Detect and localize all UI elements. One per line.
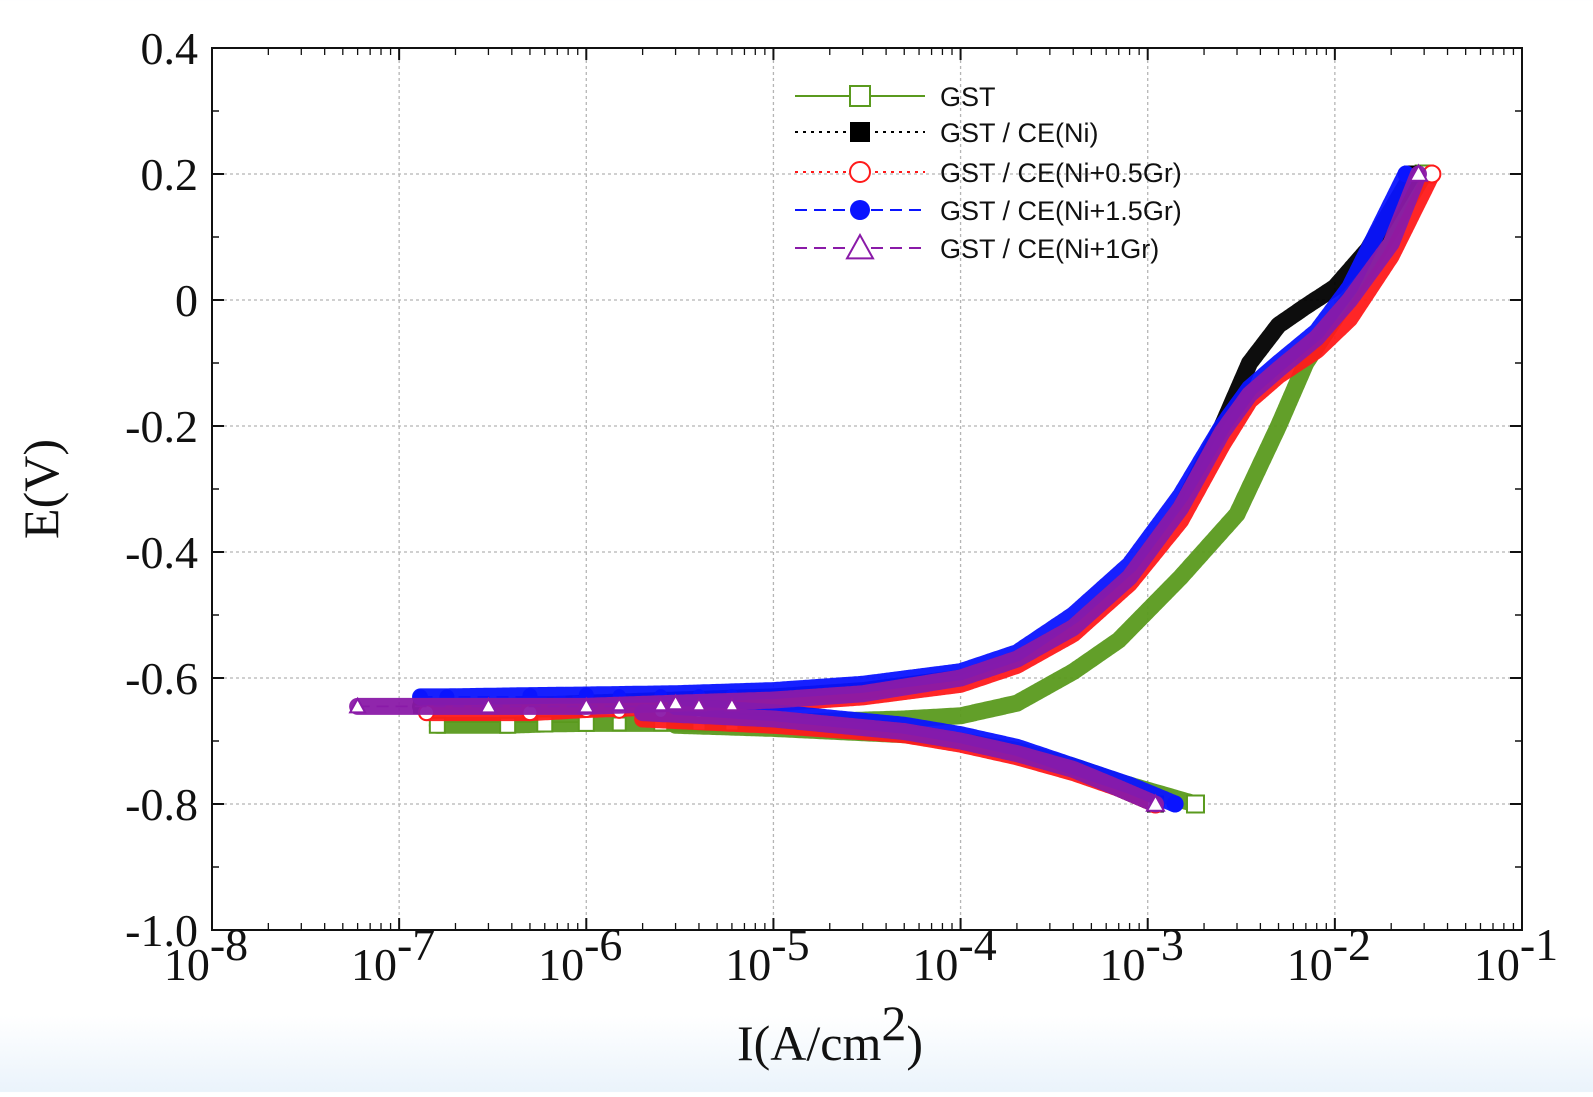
series-band: [349, 165, 1427, 715]
y-tick-label: -0.4: [125, 527, 198, 578]
data-point: [577, 696, 596, 714]
data-point: [348, 696, 367, 714]
data-point: [1408, 163, 1429, 182]
data-point: [723, 696, 741, 712]
data-point: [1166, 795, 1184, 813]
y-tick-label: -0.6: [125, 653, 198, 704]
x-tick-label: 10-1: [1474, 919, 1558, 990]
legend-label: GST / CE(Ni): [940, 118, 1099, 148]
legend-entry: GST / CE(Ni+0.5Gr): [795, 158, 1182, 188]
x-axis-label-sup: 2: [881, 995, 906, 1051]
legend: GST GST / CE(Ni) GST / CE(Ni+0.5Gr) GST / C…: [795, 82, 1182, 264]
legend-entry: GST / CE(Ni+1Gr): [795, 232, 1159, 264]
tick-layer: 0.4 0.2 0 -0.2 -0.4 -0.6 -0.8 -1.010-8 10-7 10-6 1…: [125, 23, 1558, 990]
series-layer: [348, 163, 1442, 814]
x-tick-label: 10-4: [912, 919, 996, 990]
y-tick-label: 0.2: [141, 149, 199, 200]
data-point: [845, 232, 875, 260]
legend-entry: GST: [795, 82, 996, 112]
data-point: [690, 696, 708, 712]
x-tick-label: 10-5: [725, 919, 809, 990]
x-axis-label: I(A/cm2): [737, 995, 923, 1071]
legend-entry: GST / CE(Ni+1.5Gr): [795, 196, 1182, 226]
data-point: [611, 716, 627, 732]
label-layer: E(V) I(A/cm2): [13, 439, 923, 1071]
data-point: [666, 693, 685, 711]
y-axis-label: E(V): [13, 439, 69, 539]
x-tick-label: 10-2: [1287, 919, 1371, 990]
data-point: [850, 122, 870, 142]
x-axis-label-main: I(A/cm: [737, 1015, 881, 1071]
y-tick-label: 0: [175, 275, 198, 326]
data-point: [849, 161, 871, 183]
series-band: [412, 165, 1415, 706]
y-tick-label: 0.4: [141, 23, 199, 74]
data-point: [850, 200, 870, 220]
data-point: [611, 696, 628, 712]
series-band: [428, 165, 1433, 734]
data-point: [479, 696, 498, 714]
x-axis-label-close: ): [906, 1015, 923, 1071]
series-band: [634, 704, 1164, 813]
x-tick-label: 10-3: [1100, 919, 1184, 990]
data-point: [652, 696, 669, 712]
series-band: [418, 165, 1441, 722]
legend-label: GST / CE(Ni+1Gr): [940, 234, 1159, 264]
legend-label: GST / CE(Ni+1.5Gr): [940, 196, 1182, 226]
legend-entry: GST / CE(Ni): [795, 118, 1099, 148]
legend-label: GST / CE(Ni+0.5Gr): [940, 158, 1182, 188]
y-tick-label: -0.2: [125, 401, 198, 452]
y-tick-label: -1.0: [125, 905, 198, 956]
x-tick-label: 10-7: [351, 919, 435, 990]
data-point: [1145, 793, 1166, 812]
legend-label: GST: [940, 82, 996, 112]
series-gst-ce-ni-1gr-: [348, 163, 1429, 813]
data-point: [1185, 794, 1205, 814]
x-tick-label: 10-8: [164, 919, 248, 990]
x-tick-label: 10-6: [538, 919, 622, 990]
data-point: [849, 85, 871, 107]
y-tick-label: -0.8: [125, 779, 198, 830]
